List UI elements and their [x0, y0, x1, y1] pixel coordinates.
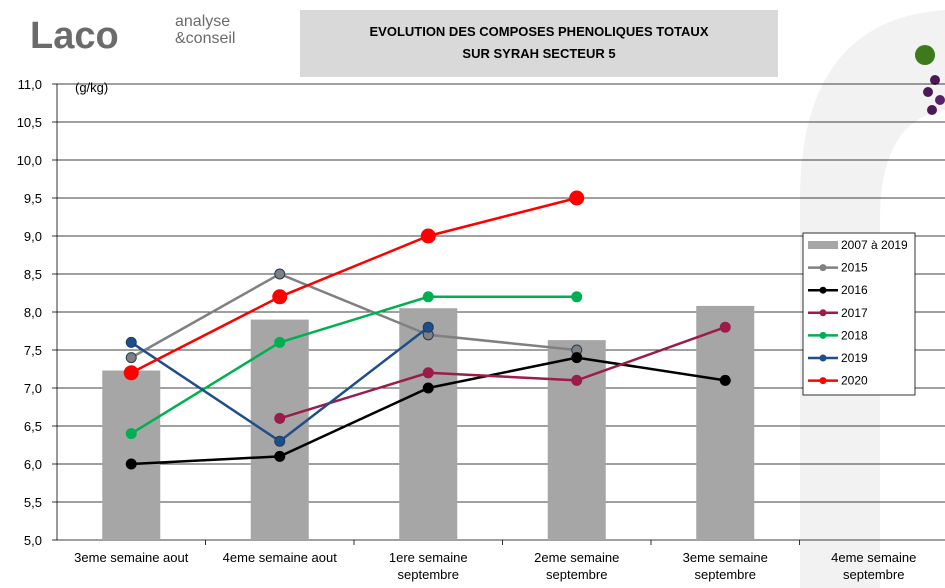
- y-tick-label: 6,5: [24, 419, 42, 434]
- bar: [102, 370, 161, 540]
- marker: [719, 374, 731, 386]
- line: [130, 196, 578, 374]
- marker: [272, 289, 288, 305]
- chart-title: EVOLUTION DES COMPOSES PHENOLIQUES TOTAU…: [369, 24, 708, 39]
- y-tick-label: 8,5: [24, 267, 42, 282]
- legend-label: 2007 à 2019: [841, 238, 908, 252]
- marker: [274, 412, 286, 424]
- marker: [274, 336, 286, 348]
- line: [130, 272, 577, 359]
- logo-tagline: &conseil: [175, 30, 235, 47]
- marker: [125, 458, 137, 470]
- marker: [274, 435, 286, 447]
- x-tick-label: septembre: [398, 567, 459, 582]
- logo-name: Laco: [30, 15, 119, 57]
- legend-swatch: [819, 354, 827, 362]
- legend-swatch: [819, 309, 827, 317]
- x-tick-label: 3eme semaine: [683, 550, 768, 565]
- line: [130, 295, 577, 435]
- bar: [250, 319, 309, 540]
- marker: [274, 268, 286, 280]
- x-tick-label: 3eme semaine aout: [74, 550, 189, 565]
- line: [279, 326, 726, 420]
- y-tick-label: 5,0: [24, 533, 42, 548]
- y-axis-label: (g/kg): [75, 80, 108, 95]
- legend-swatch: [819, 264, 827, 272]
- y-tick-label: 9,5: [24, 191, 42, 206]
- legend-label: 2017: [841, 306, 868, 320]
- y-tick-label: 5,5: [24, 495, 42, 510]
- legend-label: 2016: [841, 283, 868, 297]
- bar: [547, 340, 606, 540]
- y-tick-label: 7,0: [24, 381, 42, 396]
- legend-label: 2018: [841, 328, 868, 342]
- marker: [569, 190, 585, 206]
- x-tick-label: 1ere semaine: [389, 550, 468, 565]
- marker: [422, 382, 434, 394]
- legend-swatch: [819, 331, 827, 339]
- x-tick-label: septembre: [695, 567, 756, 582]
- marker: [571, 291, 583, 303]
- y-tick-label: 10,0: [17, 153, 42, 168]
- marker: [571, 352, 583, 364]
- chart-title: SUR SYRAH SECTEUR 5: [462, 46, 615, 61]
- legend-label: 2015: [841, 261, 868, 275]
- x-tick-label: septembre: [843, 567, 904, 582]
- x-tick-label: 2eme semaine: [534, 550, 619, 565]
- y-tick-label: 9,0: [24, 229, 42, 244]
- marker: [571, 374, 583, 386]
- legend-swatch: [808, 241, 838, 249]
- marker: [420, 228, 436, 244]
- marker: [125, 336, 137, 348]
- x-tick-label: septembre: [546, 567, 607, 582]
- y-tick-label: 11,0: [18, 77, 42, 92]
- marker: [422, 321, 434, 333]
- y-tick-label: 10,5: [17, 115, 42, 130]
- logo-tagline: analyse: [175, 13, 230, 30]
- marker: [422, 291, 434, 303]
- marker: [274, 450, 286, 462]
- x-tick-label: 4eme semaine aout: [223, 550, 338, 565]
- y-tick-label: 8,0: [24, 305, 42, 320]
- marker: [125, 352, 137, 364]
- marker: [422, 367, 434, 379]
- legend-label: 2020: [841, 374, 868, 388]
- bar: [399, 308, 458, 540]
- x-tick-label: 4eme semaine: [831, 550, 916, 565]
- legend-label: 2019: [841, 351, 868, 365]
- y-tick-label: 6,0: [24, 457, 42, 472]
- title-box: [300, 10, 778, 77]
- bar: [696, 305, 755, 540]
- marker: [719, 321, 731, 333]
- y-tick-label: 7,5: [24, 343, 42, 358]
- grape-icon: [915, 45, 945, 115]
- marker: [123, 365, 139, 381]
- legend-swatch: [819, 286, 827, 294]
- marker: [125, 428, 137, 440]
- legend-swatch: [819, 377, 827, 385]
